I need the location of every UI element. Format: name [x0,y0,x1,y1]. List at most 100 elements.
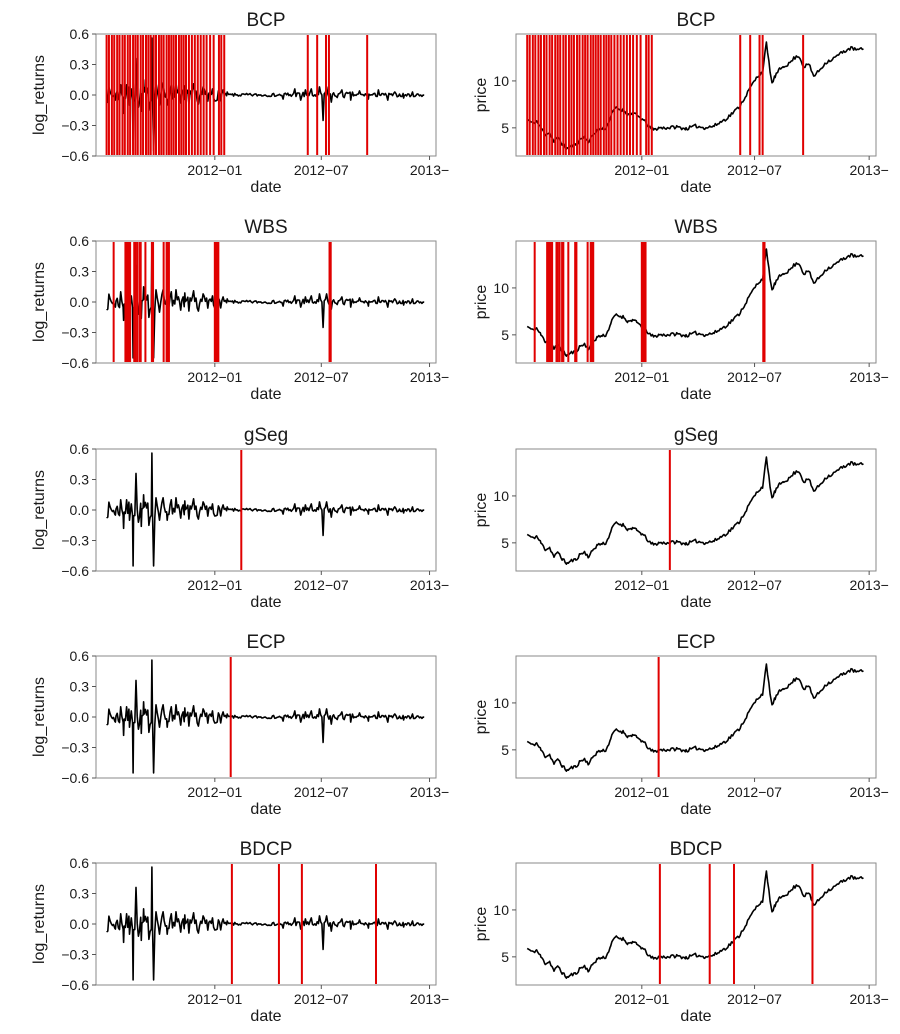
panel-title: BDCP [240,839,293,860]
y-tick-label: 0.3 [70,57,90,73]
x-tick-label: 2013− [849,577,888,593]
series-line [526,663,864,772]
y-tick-label: 5 [501,327,509,343]
series-line [526,248,864,357]
y-axis-label: price [473,493,490,528]
x-tick-label: 2013− [410,991,449,1007]
plot-frame [515,448,877,572]
y-axis-label: price [473,907,490,942]
returns-panel-ecp: ECP 0.6 0.3 0.0 −0.3 −0.6 2012−01 2012−07 2013− d… [31,632,449,818]
y-tick-label: 0.0 [70,502,90,518]
y-tick-label: 0.0 [70,294,90,310]
y-tick-label: 0.3 [70,679,90,695]
price-panel-wbs: WBS 10 5 2012−01 2012−07 2013− date price [473,217,889,403]
x-tick-label: 2012−07 [294,784,349,800]
x-tick-label: 2013− [410,162,449,178]
x-tick-label: 2012−01 [614,369,669,385]
y-tick-label: −0.3 [61,947,89,963]
returns-panel-bdcp: BDCP 0.6 0.3 0.0 −0.3 −0.6 2012−01 2012−07 2013−… [31,839,449,1025]
y-tick-label: 0.0 [70,916,90,932]
x-axis-label: date [250,1008,281,1025]
x-axis-label: date [680,386,711,403]
y-tick-label: 5 [501,742,509,758]
y-tick-label: 0.6 [70,26,90,42]
x-tick-label: 2012−01 [187,784,242,800]
y-tick-label: −0.3 [61,740,89,756]
panel-title: gSeg [244,425,288,446]
series-line [106,866,425,981]
y-axis-label: price [473,285,490,320]
x-tick-label: 2012−01 [614,162,669,178]
x-tick-label: 2012−01 [614,577,669,593]
y-tick-label: 0.6 [70,648,90,664]
x-tick-label: 2012−01 [187,162,242,178]
x-tick-label: 2012−07 [727,577,782,593]
x-tick-label: 2012−07 [294,369,349,385]
series-line [106,659,425,774]
x-tick-label: 2013− [849,991,888,1007]
y-axis-label: price [473,700,490,735]
plot-frame [515,655,877,779]
x-axis-label: date [680,1008,711,1025]
y-tick-label: 0.3 [70,472,90,488]
x-tick-label: 2013− [410,784,449,800]
x-tick-label: 2012−07 [727,369,782,385]
x-tick-label: 2013− [410,577,449,593]
x-tick-label: 2013− [849,369,888,385]
y-tick-label: 10 [493,695,509,711]
panel-title: ECP [676,632,715,653]
x-axis-label: date [250,179,281,196]
y-tick-label: 10 [493,488,509,504]
plot-frame [515,33,877,157]
returns-panel-wbs: WBS 0.6 0.3 0.0 −0.3 −0.6 2012−01 2012−07 2013− d… [31,217,449,403]
x-tick-label: 2012−01 [187,577,242,593]
panel-title: BDCP [670,839,723,860]
y-tick-label: −0.6 [61,770,89,786]
y-axis-label: log_returns [31,677,48,757]
price-panel-ecp: ECP 10 5 2012−01 2012−07 2013− date price [473,632,889,818]
y-axis-label: log_returns [31,55,48,135]
returns-panel-gseg: gSeg 0.6 0.3 0.0 −0.3 −0.6 2012−01 2012−07 2013−… [31,425,449,611]
y-axis-label: price [473,78,490,113]
y-tick-label: −0.6 [61,148,89,164]
x-tick-label: 2012−07 [727,784,782,800]
price-panel-gseg: gSeg 10 5 2012−01 2012−07 2013− date price [473,425,889,611]
x-tick-label: 2012−07 [727,991,782,1007]
y-tick-label: 0.3 [70,264,90,280]
y-tick-label: 0.0 [70,709,90,725]
y-axis-label: log_returns [31,470,48,550]
returns-panel-bcp: BCP 0.6 0.3 0.0 −0.3 −0.6 2012−01 2012−07 2013− d… [31,10,449,196]
x-tick-label: 2012−07 [294,162,349,178]
x-tick-label: 2013− [849,784,888,800]
y-tick-label: 10 [493,280,509,296]
y-axis-label: log_returns [31,884,48,964]
x-axis-label: date [680,594,711,611]
y-tick-label: −0.6 [61,563,89,579]
y-tick-label: 10 [493,902,509,918]
y-tick-label: 0.0 [70,87,90,103]
x-axis-label: date [250,594,281,611]
y-tick-label: 0.3 [70,886,90,902]
x-tick-label: 2012−01 [614,991,669,1007]
x-axis-label: date [250,386,281,403]
x-axis-label: date [680,801,711,818]
y-tick-label: −0.3 [61,325,89,341]
plot-frame [515,862,877,986]
x-tick-label: 2013− [849,162,888,178]
y-tick-label: 5 [501,949,509,965]
price-panel-bcp: BCP 10 5 2012−01 2012−07 2013− date price [473,10,889,196]
y-tick-label: 0.6 [70,233,90,249]
y-axis-label: log_returns [31,262,48,342]
y-tick-label: −0.6 [61,977,89,993]
series-line [526,870,864,979]
series-line [526,456,864,565]
y-tick-label: −0.6 [61,355,89,371]
y-tick-label: 5 [501,120,509,136]
x-tick-label: 2012−07 [294,991,349,1007]
y-tick-label: 0.6 [70,441,90,457]
y-tick-label: 10 [493,73,509,89]
y-tick-label: −0.3 [61,118,89,134]
plot-frame [515,240,877,364]
series-line [106,452,425,567]
